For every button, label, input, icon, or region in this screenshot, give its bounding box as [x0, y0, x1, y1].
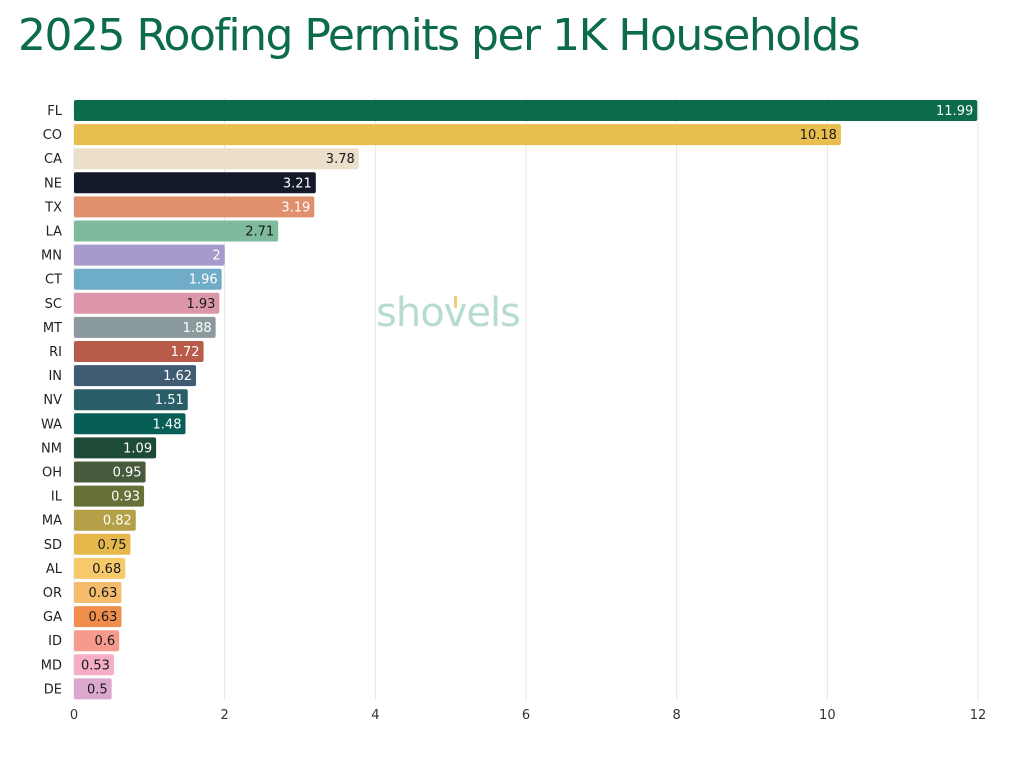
bar-id	[74, 630, 120, 652]
y-tick-label: TX	[44, 200, 62, 215]
y-tick-label: LA	[46, 225, 63, 240]
y-tick-label: NM	[41, 441, 62, 456]
y-tick-label: CT	[45, 273, 62, 288]
x-tick-label: 12	[970, 708, 987, 723]
data-label: 1.72	[171, 345, 200, 360]
data-label: 0.53	[81, 658, 110, 673]
data-label: 0.82	[103, 514, 132, 529]
y-tick-label: OR	[43, 586, 62, 601]
x-tick-label: 6	[522, 708, 530, 723]
watermark-text: shovels	[376, 290, 521, 336]
y-tick-label: MN	[41, 249, 62, 264]
data-label: 3.78	[326, 152, 355, 167]
y-tick-label: AL	[46, 562, 63, 577]
bar-ma	[74, 509, 136, 531]
y-tick-label: MT	[43, 321, 62, 336]
y-tick-label: NV	[43, 393, 62, 408]
bar-de	[74, 678, 112, 700]
y-tick-label: MA	[42, 514, 62, 529]
y-tick-label: CO	[43, 128, 62, 143]
data-label: 0.5	[87, 682, 108, 697]
y-tick-label: DE	[44, 682, 62, 697]
data-labels: 11.99 10.18 3.78 3.21 3.19 2.71 2 1.96 1.93 1.88 1…	[81, 104, 973, 697]
y-tick-label: SC	[45, 297, 62, 312]
data-label: 10.18	[800, 128, 837, 143]
bar-wa	[74, 413, 186, 435]
y-tick-label: FL	[47, 104, 62, 119]
data-label: 11.99	[936, 104, 973, 119]
x-tick-label: 2	[221, 708, 229, 723]
bar-md	[74, 654, 114, 676]
data-label: 2.71	[245, 225, 274, 240]
y-tick-label: ID	[48, 634, 62, 649]
x-tick-label: 10	[819, 708, 836, 723]
data-label: 1.88	[183, 321, 212, 336]
data-label: 0.6	[95, 634, 116, 649]
bar-ga	[74, 606, 122, 628]
bar-al	[74, 557, 126, 579]
data-label: 0.75	[98, 538, 127, 553]
y-tick-label: RI	[49, 345, 62, 360]
bar-sc	[74, 292, 220, 314]
y-tick-label: GA	[43, 610, 62, 625]
bar-ne	[74, 172, 316, 194]
shovels-watermark-logo: shovels	[376, 290, 521, 336]
y-tick-label: IL	[51, 490, 63, 505]
data-label: 0.68	[92, 562, 121, 577]
bar-mt	[74, 316, 216, 338]
data-label: 3.19	[281, 200, 310, 215]
data-label: 1.51	[155, 393, 184, 408]
bars	[74, 100, 978, 700]
x-tick-label: 0	[70, 708, 78, 723]
data-label: 0.95	[113, 466, 142, 481]
y-axis-labels: FL CO CA NE TX LA MN CT SC MT RI IN NV WA NM OH IL MA SD AL…	[41, 104, 63, 697]
x-tick-label: 4	[371, 708, 379, 723]
data-label: 1.93	[186, 297, 215, 312]
data-label: 0.63	[89, 610, 118, 625]
x-axis-ticks: 0 2 4 6 8 10 12	[70, 708, 986, 723]
data-label: 0.63	[89, 586, 118, 601]
data-label: 3.21	[283, 176, 312, 191]
chart-title: 2025 Roofing Permits per 1K Households	[18, 10, 861, 61]
bar-nv	[74, 389, 188, 411]
bar-tx	[74, 196, 315, 218]
y-tick-label: CA	[44, 152, 62, 167]
bar-oh	[74, 461, 146, 483]
data-label: 1.48	[153, 417, 182, 432]
bar-ca	[74, 148, 359, 170]
bar-mn	[74, 244, 225, 266]
bar-ri	[74, 341, 204, 362]
y-tick-label: MD	[41, 658, 62, 673]
y-tick-label: OH	[42, 466, 62, 481]
bar-ct	[74, 268, 222, 290]
bar-sd	[74, 533, 131, 555]
y-tick-label: WA	[41, 417, 62, 432]
bar-in	[74, 365, 197, 387]
data-label: 1.09	[123, 441, 152, 456]
x-tick-label: 8	[673, 708, 681, 723]
bar-co	[74, 124, 841, 146]
y-tick-label: NE	[44, 176, 62, 191]
bar-il	[74, 485, 145, 507]
data-label: 2	[212, 249, 220, 264]
watermark-accent-mark	[454, 296, 457, 308]
bar-la	[74, 220, 279, 242]
bar-or	[74, 582, 122, 603]
data-label: 1.96	[189, 273, 218, 288]
data-label: 0.93	[111, 490, 140, 505]
y-tick-label: SD	[44, 538, 62, 553]
bar-nm	[74, 437, 157, 459]
bar-fl	[74, 100, 978, 121]
data-label: 1.62	[163, 369, 192, 384]
y-tick-label: IN	[48, 369, 62, 384]
